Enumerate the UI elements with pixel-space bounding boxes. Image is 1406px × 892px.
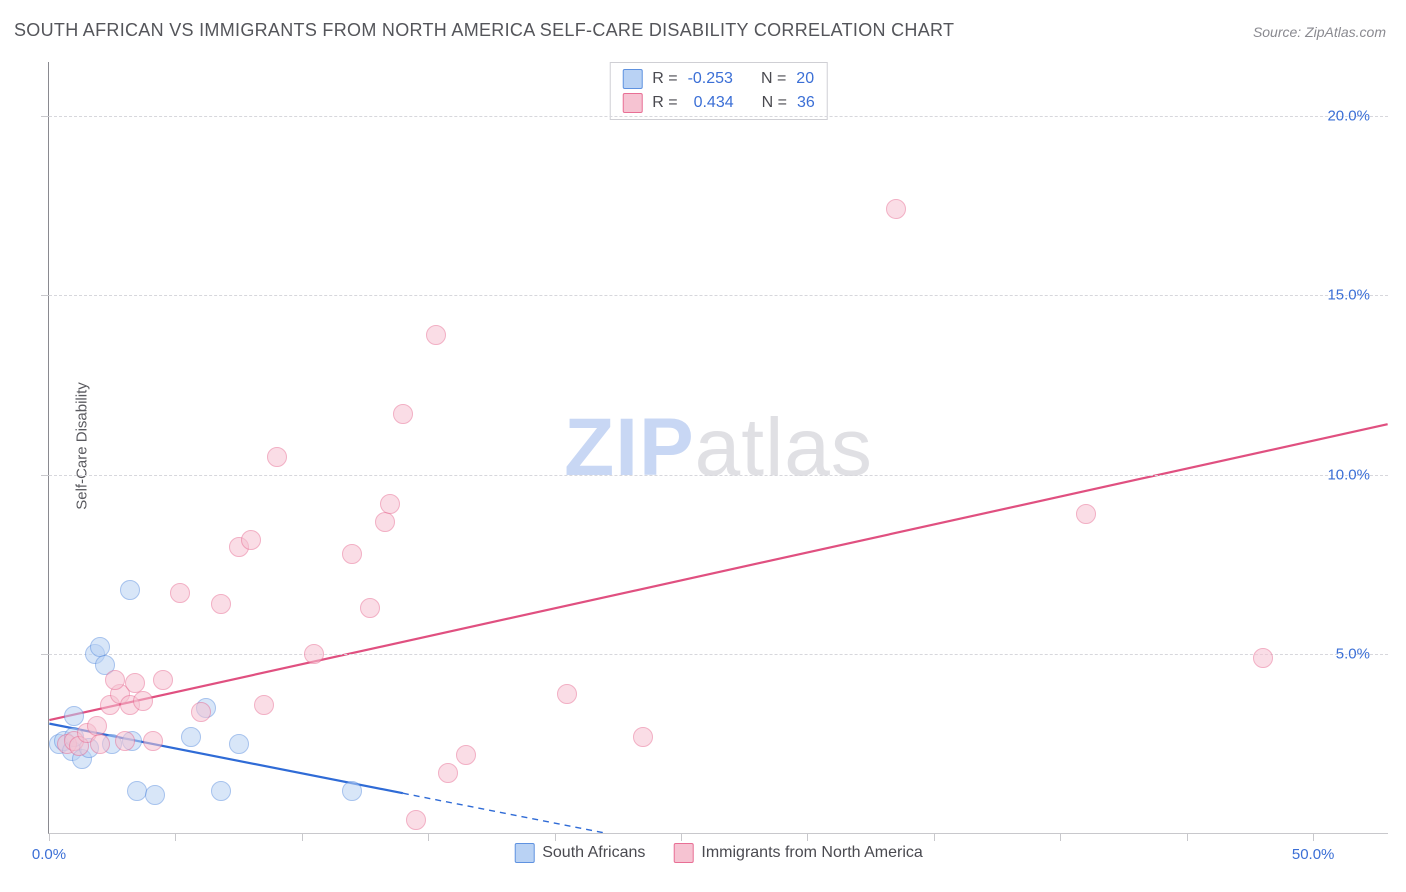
data-point bbox=[105, 670, 125, 690]
data-point bbox=[127, 781, 147, 801]
x-tick-label: 50.0% bbox=[1292, 846, 1335, 863]
watermark: ZIPatlas bbox=[564, 401, 873, 495]
data-point bbox=[1253, 648, 1273, 668]
stat-n-label: N = bbox=[762, 91, 787, 115]
gridline bbox=[49, 295, 1388, 296]
data-point bbox=[406, 810, 426, 830]
legend-label-0: South Africans bbox=[542, 844, 645, 862]
gridline bbox=[49, 475, 1388, 476]
data-point bbox=[304, 644, 324, 664]
watermark-atlas: atlas bbox=[695, 402, 873, 493]
stat-row-1: R = 0.434 N = 36 bbox=[622, 91, 815, 115]
data-point bbox=[181, 727, 201, 747]
gridline bbox=[49, 654, 1388, 655]
data-point bbox=[254, 695, 274, 715]
gridline bbox=[49, 116, 1388, 117]
stat-n-1: 36 bbox=[797, 91, 815, 115]
data-point bbox=[360, 598, 380, 618]
data-point bbox=[456, 745, 476, 765]
stat-row-0: R = -0.253 N = 20 bbox=[622, 67, 815, 91]
y-tick-label: 10.0% bbox=[1327, 466, 1370, 483]
watermark-zip: ZIP bbox=[564, 402, 695, 493]
data-point bbox=[1076, 504, 1096, 524]
data-point bbox=[426, 325, 446, 345]
correlation-stats-box: R = -0.253 N = 20 R = 0.434 N = 36 bbox=[609, 62, 828, 120]
data-point bbox=[145, 785, 165, 805]
stat-r-0: -0.253 bbox=[688, 67, 733, 91]
data-point bbox=[886, 199, 906, 219]
y-tick-label: 15.0% bbox=[1327, 287, 1370, 304]
legend: South Africans Immigrants from North Ame… bbox=[514, 843, 923, 863]
stat-r-label: R = bbox=[652, 67, 677, 91]
stat-r-label: R = bbox=[652, 91, 677, 115]
data-point bbox=[170, 583, 190, 603]
stat-r-1: 0.434 bbox=[688, 91, 734, 115]
stat-n-0: 20 bbox=[796, 67, 814, 91]
data-point bbox=[90, 637, 110, 657]
legend-swatch-0 bbox=[514, 843, 534, 863]
chart-container: SOUTH AFRICAN VS IMMIGRANTS FROM NORTH A… bbox=[0, 0, 1406, 892]
data-point bbox=[241, 530, 261, 550]
plot-area: ZIPatlas R = -0.253 N = 20 R = 0.434 N =… bbox=[48, 62, 1388, 834]
data-point bbox=[393, 404, 413, 424]
swatch-series-0 bbox=[622, 69, 642, 89]
data-point bbox=[267, 447, 287, 467]
data-point bbox=[557, 684, 577, 704]
trend-lines bbox=[49, 62, 1388, 833]
data-point bbox=[120, 580, 140, 600]
x-tick-label: 0.0% bbox=[32, 846, 66, 863]
data-point bbox=[633, 727, 653, 747]
data-point bbox=[342, 781, 362, 801]
legend-label-1: Immigrants from North America bbox=[701, 844, 922, 862]
data-point bbox=[90, 734, 110, 754]
data-point bbox=[87, 716, 107, 736]
legend-swatch-1 bbox=[673, 843, 693, 863]
data-point bbox=[438, 763, 458, 783]
chart-title: SOUTH AFRICAN VS IMMIGRANTS FROM NORTH A… bbox=[14, 20, 954, 41]
data-point bbox=[342, 544, 362, 564]
y-tick-label: 5.0% bbox=[1336, 646, 1370, 663]
y-tick-label: 20.0% bbox=[1327, 107, 1370, 124]
data-point bbox=[153, 670, 173, 690]
legend-item-0: South Africans bbox=[514, 843, 645, 863]
source-attribution: Source: ZipAtlas.com bbox=[1253, 24, 1386, 40]
data-point bbox=[143, 731, 163, 751]
data-point bbox=[375, 512, 395, 532]
data-point bbox=[64, 706, 84, 726]
data-point bbox=[191, 702, 211, 722]
swatch-series-1 bbox=[622, 93, 642, 113]
data-point bbox=[211, 594, 231, 614]
data-point bbox=[211, 781, 231, 801]
legend-item-1: Immigrants from North America bbox=[673, 843, 922, 863]
data-point bbox=[229, 734, 249, 754]
data-point bbox=[133, 691, 153, 711]
data-point bbox=[115, 731, 135, 751]
data-point bbox=[380, 494, 400, 514]
stat-n-label: N = bbox=[761, 67, 786, 91]
